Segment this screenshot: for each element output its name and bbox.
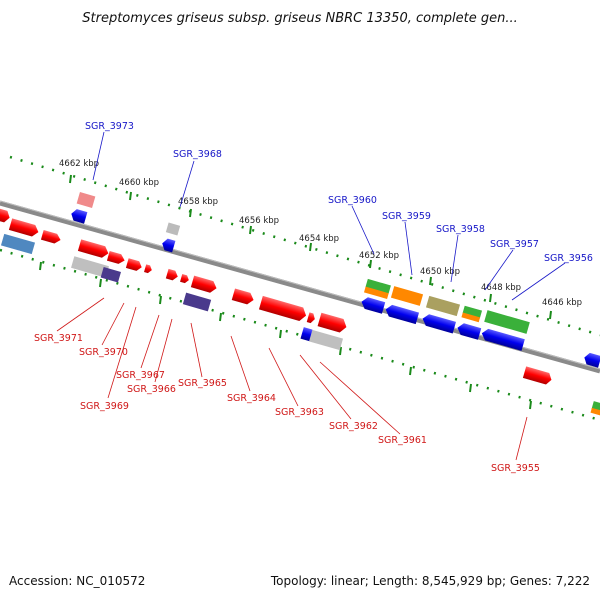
reverse-genes[interactable] <box>70 208 600 368</box>
gene-feature[interactable] <box>317 312 349 334</box>
gene-label[interactable]: SGR_3968 <box>173 149 222 160</box>
gene-feature[interactable] <box>306 312 316 324</box>
scale-label: 4646 kbp <box>542 298 582 308</box>
gene-feature[interactable] <box>40 229 62 245</box>
gene-feature[interactable] <box>77 239 110 259</box>
gene-feature[interactable] <box>425 295 461 317</box>
gene-label[interactable]: SGR_3956 <box>544 253 593 264</box>
gene-feature[interactable] <box>100 266 121 283</box>
accession-text: Accession: NC_010572 <box>9 574 146 588</box>
gene-label[interactable]: SGR_3957 <box>490 239 539 250</box>
gene-label[interactable]: SGR_3965 <box>178 378 227 389</box>
bottom-leader-lines <box>56 297 528 461</box>
gene-label[interactable]: SGR_3963 <box>275 407 324 418</box>
gene-label[interactable]: SGR_3959 <box>382 211 431 222</box>
gene-feature[interactable] <box>484 310 530 334</box>
gene-label[interactable]: SGR_3970 <box>79 347 128 358</box>
gene-label[interactable]: SGR_3973 <box>85 121 134 132</box>
gene-feature[interactable] <box>308 329 344 351</box>
gene-feature[interactable] <box>231 288 255 305</box>
gene-label[interactable]: SGR_3967 <box>116 370 165 381</box>
map-title: Streptomyces griseus subsp. griseus NBRC… <box>82 11 518 26</box>
top-leader-lines <box>92 131 566 301</box>
scale-label: 4660 kbp <box>119 178 159 188</box>
gene-feature[interactable] <box>190 275 218 294</box>
gene-feature[interactable] <box>300 327 313 342</box>
scale-label: 4654 kbp <box>299 234 339 244</box>
gene-feature[interactable] <box>522 366 553 385</box>
gene-feature[interactable] <box>390 286 424 306</box>
gene-feature[interactable] <box>365 278 391 295</box>
gene-feature[interactable] <box>125 258 143 272</box>
gene-feature[interactable] <box>106 250 126 265</box>
gene-feature[interactable] <box>144 264 153 274</box>
gene-feature[interactable] <box>462 305 483 319</box>
gene-label[interactable]: SGR_3961 <box>378 435 427 446</box>
gene-feature[interactable] <box>583 352 600 368</box>
scale-label: 4650 kbp <box>420 267 460 277</box>
inner-major-ticks <box>39 261 532 410</box>
gene-label[interactable]: SGR_3960 <box>328 195 377 206</box>
scale-label: 4652 kbp <box>359 251 399 261</box>
gene-feature[interactable] <box>161 238 176 253</box>
topology-summary: Topology: linear; Length: 8,545,929 bp; … <box>270 574 590 588</box>
gene-feature[interactable] <box>384 304 420 325</box>
gene-feature[interactable] <box>421 313 456 334</box>
gene-label[interactable]: SGR_3966 <box>127 384 176 395</box>
gene-feature[interactable] <box>0 207 11 224</box>
gene-feature[interactable] <box>70 208 88 224</box>
gene-feature[interactable] <box>180 274 190 284</box>
outer-major-ticks <box>69 174 552 320</box>
scale-label: 4658 kbp <box>178 197 218 207</box>
scale-label: 4648 kbp <box>481 283 521 293</box>
gene-feature[interactable] <box>456 322 482 340</box>
gene-feature[interactable] <box>165 222 181 236</box>
gene-label[interactable]: SGR_3962 <box>329 421 378 432</box>
gene-label[interactable]: SGR_3955 <box>491 463 540 474</box>
scale-label: 4662 kbp <box>59 159 99 169</box>
gene-label[interactable]: SGR_3964 <box>227 393 276 404</box>
gene-feature[interactable] <box>480 327 525 351</box>
scale-track-inner <box>0 248 600 422</box>
gene-feature[interactable] <box>165 268 179 282</box>
gene-feature[interactable] <box>8 218 40 238</box>
scale-label: 4656 kbp <box>239 216 279 226</box>
gene-feature[interactable] <box>76 192 96 208</box>
gene-label[interactable]: SGR_3958 <box>436 224 485 235</box>
scale-track-outer <box>9 155 600 337</box>
gene-feature[interactable] <box>258 295 308 322</box>
gene-feature[interactable] <box>182 292 212 312</box>
gene-feature[interactable] <box>0 233 36 255</box>
gene-feature[interactable] <box>360 296 386 314</box>
forward-genes[interactable] <box>0 192 600 416</box>
gene-label[interactable]: SGR_3969 <box>80 401 129 412</box>
gene-feature[interactable] <box>71 256 109 278</box>
gene-label[interactable]: SGR_3971 <box>34 333 83 344</box>
